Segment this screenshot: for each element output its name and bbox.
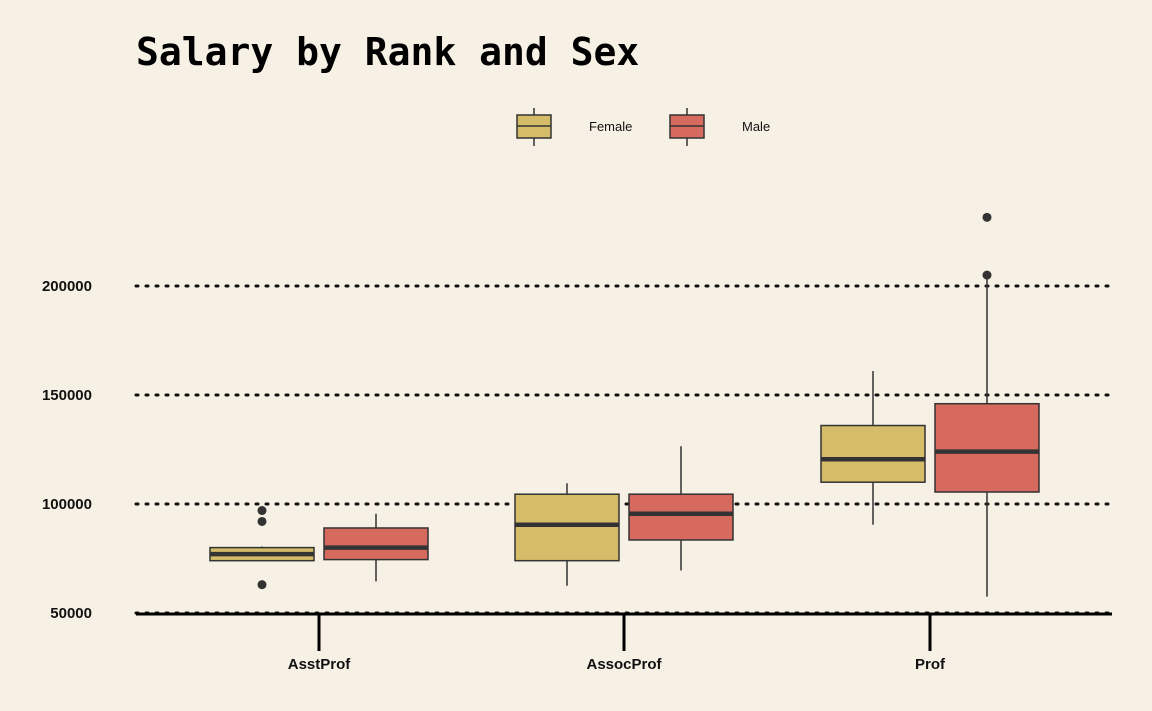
x-tick-label: AsstProf xyxy=(288,656,352,673)
outlier-point xyxy=(982,270,992,280)
chart-title: Salary by Rank and Sex xyxy=(136,30,639,74)
y-tick-label: 150000 xyxy=(42,387,92,404)
x-axis: AsstProf AssocProf Prof xyxy=(136,612,1112,673)
box-female-prof xyxy=(820,371,926,525)
box-body xyxy=(323,527,429,561)
legend-item-male[interactable]: Male xyxy=(669,108,770,146)
y-tick-label: 200000 xyxy=(42,278,92,295)
outlier-point xyxy=(257,516,267,526)
outlier-point xyxy=(982,212,992,222)
box-body xyxy=(514,493,620,562)
y-axis: 50000 100000 150000 200000 xyxy=(42,278,92,622)
box-male-assocprof xyxy=(628,446,734,571)
box-male-asstprof xyxy=(323,513,429,582)
legend-label: Female xyxy=(589,119,632,134)
x-tick-label: Prof xyxy=(915,656,946,673)
legend-item-female[interactable]: Female xyxy=(516,108,632,146)
box-female-asstprof xyxy=(209,506,315,590)
legend-label: Male xyxy=(742,119,770,134)
outlier-point xyxy=(257,506,267,516)
x-tick-label: AssocProf xyxy=(586,656,662,673)
box-female-assocprof xyxy=(514,483,620,586)
box-body xyxy=(934,402,1040,493)
box-body xyxy=(820,424,926,483)
legend[interactable]: Female Male xyxy=(516,108,770,146)
y-tick-label: 50000 xyxy=(50,605,92,622)
outlier-point xyxy=(257,580,267,590)
plot-area xyxy=(209,212,1040,597)
box-body xyxy=(628,493,734,541)
y-tick-label: 100000 xyxy=(42,496,92,513)
box-male-prof xyxy=(934,212,1040,597)
